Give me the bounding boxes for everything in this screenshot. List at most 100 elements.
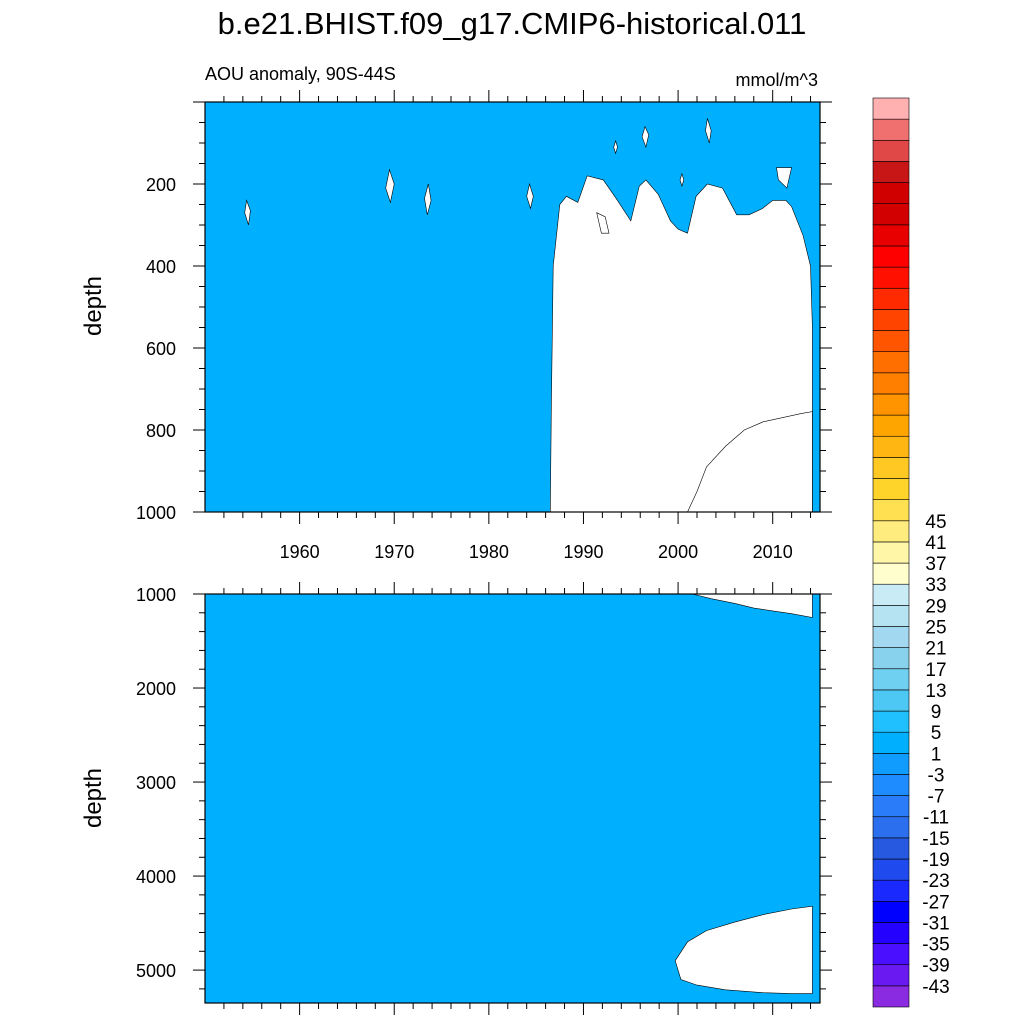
colorbar-swatch [872,689,910,712]
colorbar-label: 13 [925,681,946,702]
colorbar-label: -3 [928,765,945,786]
colorbar-label: -31 [922,913,949,934]
colorbar-swatch [872,351,910,374]
colorbar-label: 1 [931,744,942,765]
colorbar-swatch [872,858,910,881]
colorbar-swatch [872,435,910,458]
upper-contour-region [549,175,813,512]
colorbar-swatch [872,710,910,733]
colorbar-swatch [872,753,910,775]
colorbar-label: 29 [925,596,946,617]
colorbar-swatch [872,478,910,500]
upper-y-tick-label: 800 [146,421,176,441]
upper-contour-region [613,139,618,155]
upper-y-tick-label: 1000 [136,503,176,523]
colorbar-swatch [872,372,910,395]
colorbar-label: -23 [922,871,949,892]
colorbar-swatch [872,816,910,839]
x-tick-label: 1990 [563,542,603,562]
x-tick-label: 1980 [469,542,509,562]
colorbar-label: 17 [925,660,946,681]
colorbar-label: -35 [922,935,949,956]
colorbar-swatch [872,668,910,691]
chart-subtitle: AOU anomaly, 90S-44S [205,64,396,84]
colorbar-swatch [872,203,910,226]
colorbar-swatch [872,161,910,183]
upper-contour-region [776,167,792,189]
colorbar-swatch [872,879,910,902]
lower-panel: 1000 2000 3000 4000 5000 [136,582,832,1015]
colorbar-swatch [872,330,910,352]
colorbar-swatch [872,774,910,796]
colorbar-swatch [872,245,910,268]
lower-frame [204,593,821,1004]
colorbar-swatch [872,985,910,1008]
colorbar-swatch [872,605,910,627]
colorbar-swatch [872,520,910,543]
colorbar-label: 5 [931,723,942,744]
colorbar-swatch [872,626,910,648]
upper-contour-region [244,199,251,226]
colorbar-swatch [872,139,910,162]
units-label: mmol/m^3 [736,70,818,90]
colorbar-swatch [872,943,910,966]
x-tick-label: 1970 [374,542,414,562]
x-tick-label: 2000 [658,542,698,562]
colorbar-swatch [872,309,910,331]
colorbar-label: -27 [922,892,949,913]
lower-y-tick-label: 3000 [136,773,176,793]
upper-contour-region [424,183,432,215]
colorbar-label: -39 [922,956,949,977]
colorbar-label: 21 [925,639,946,660]
lower-contour-region [674,905,813,994]
lower-y-tick-label: 1000 [136,585,176,605]
colorbar-swatch [872,182,910,204]
colorbar-label: 45 [925,512,946,533]
colorbar-swatch [872,499,910,522]
colorbar-label: -15 [922,829,949,850]
upper-contour-region [687,411,813,512]
colorbar-swatch [872,731,910,754]
colorbar-swatch [872,922,910,944]
lower-y-tick-label: 4000 [136,867,176,887]
colorbar-label: -19 [922,850,949,871]
upper-contour-region [596,212,610,234]
colorbar-swatch [872,562,910,585]
colorbar-label: 41 [925,533,946,554]
colorbar-swatch [872,414,910,437]
upper-y-tick-label: 200 [146,175,176,195]
colorbar-swatch [872,583,910,606]
upper-contour-region [679,172,685,188]
colorbar-swatch [872,393,910,416]
lower-y-axis-title: depth [80,768,107,828]
upper-y-tick-label: 600 [146,339,176,359]
colorbar-swatch [872,647,910,670]
colorbar-swatch [872,457,910,479]
colorbar-label: 9 [931,702,942,723]
colorbar-swatch [872,541,910,564]
upper-panel: 1960 1970 1980 1990 2000 2010 200 400 600 800 1000 [136,90,832,562]
colorbar-label: -43 [922,977,949,998]
upper-contour-region [641,125,650,149]
colorbar-swatch [872,118,910,141]
colorbar: -43-39-35-31-27-23-19-15-11-7-3159131721… [872,97,950,1008]
x-tick-label: 2010 [753,542,793,562]
colorbar-swatch [872,287,910,310]
lower-contour-region [692,594,813,618]
colorbar-label: 33 [925,575,946,596]
lower-y-tick-label: 5000 [136,961,176,981]
upper-contour-region [385,168,395,204]
colorbar-label: 25 [925,617,946,638]
colorbar-swatch [872,266,910,289]
upper-contour-region [705,118,712,144]
colorbar-swatch [872,837,910,860]
colorbar-label: -11 [923,808,949,829]
chart-title: b.e21.BHIST.f09_g17.CMIP6-historical.011 [218,6,807,41]
x-tick-label: 1960 [280,542,320,562]
upper-y-tick-label: 400 [146,257,176,277]
colorbar-label: 37 [925,554,946,575]
colorbar-swatch [872,224,910,247]
colorbar-swatch [872,964,910,987]
colorbar-swatch [872,97,910,120]
